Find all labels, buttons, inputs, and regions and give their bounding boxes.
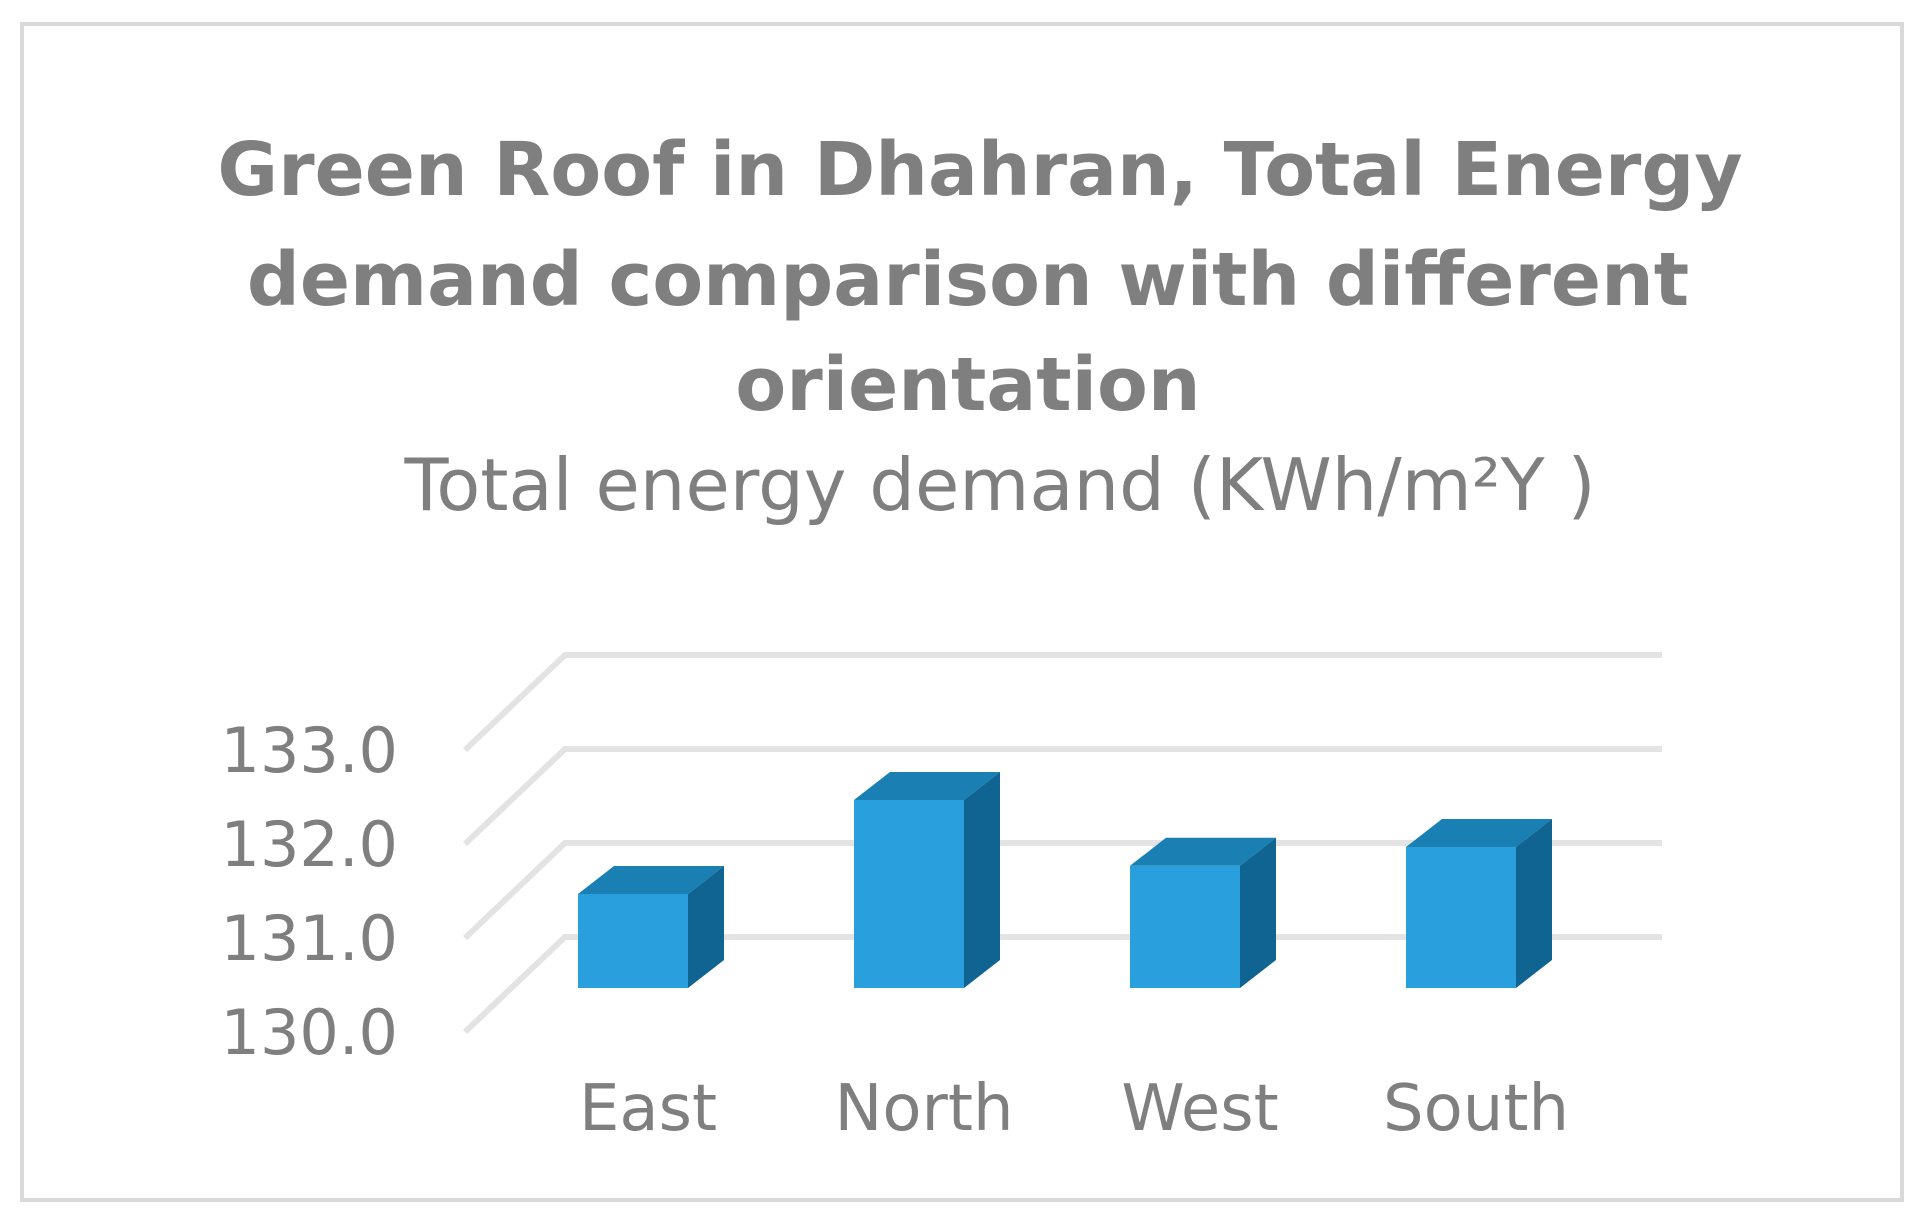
gridline [462,934,1662,1035]
bar-side [964,772,1000,988]
bar-top [1406,819,1552,847]
y-axis-ticks: 130.0 131.0 132.0 133.0 [221,714,399,1069]
chart-title-line-3: orientation [735,342,1200,428]
gridlines [462,652,1662,1035]
bar-north [854,772,1000,988]
bar-front [1130,865,1240,988]
gridline [462,652,1662,753]
chart-subtitle: Total energy demand (KWh/m²Y ) [403,443,1595,527]
chart-title-line-2: demand comparison with different [247,237,1689,323]
chart-frame [20,22,1904,1202]
bar-front [1406,847,1516,988]
y-tick-label: 133.0 [221,714,399,787]
bar-side [1516,819,1552,988]
x-category-label: South [1383,1072,1569,1146]
y-tick-label: 130.0 [221,996,399,1069]
bar-front [578,894,688,988]
bar-west [1130,837,1276,988]
bar-south [1406,819,1552,988]
bars [578,772,1552,988]
bar-top [1130,837,1276,866]
chart-title: Green Roof in Dhahran, Total Energy dema… [217,127,1742,428]
bar-top [578,866,724,894]
chart-title-line-1: Green Roof in Dhahran, Total Energy [217,127,1742,213]
bar-side [688,866,724,988]
gridline [462,840,1662,941]
bar-front [854,800,964,988]
bar-top [854,772,1000,800]
bar-east [578,866,724,988]
gridline [462,746,1662,847]
x-category-label: East [579,1072,717,1146]
y-tick-label: 132.0 [221,808,399,881]
x-category-label: North [835,1072,1014,1146]
x-category-label: West [1121,1072,1278,1146]
x-axis-labels: East North West South [579,1072,1569,1146]
y-tick-label: 131.0 [221,902,399,975]
bar-side [1240,837,1276,988]
